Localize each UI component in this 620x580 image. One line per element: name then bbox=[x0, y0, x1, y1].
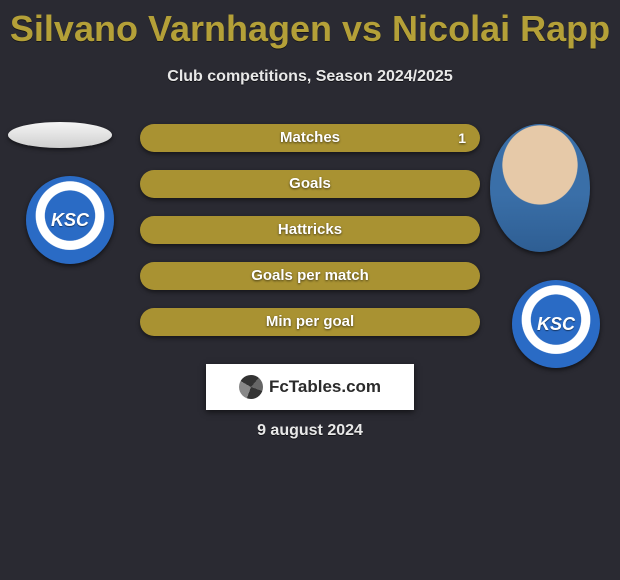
stat-label: Min per goal bbox=[140, 308, 480, 336]
club-right-abbrev: KSC bbox=[537, 314, 575, 335]
player-right-photo bbox=[490, 124, 590, 252]
stat-bar-goals-per-match: Goals per match bbox=[140, 262, 480, 290]
stat-bar-min-per-goal: Min per goal bbox=[140, 308, 480, 336]
stat-label: Goals per match bbox=[140, 262, 480, 290]
stat-label: Goals bbox=[140, 170, 480, 198]
stat-bar-matches: Matches 1 bbox=[140, 124, 480, 152]
comparison-subtitle: Club competitions, Season 2024/2025 bbox=[0, 68, 620, 86]
branding-badge: FcTables.com bbox=[206, 364, 414, 410]
player-right-club-badge: KSC bbox=[512, 280, 600, 368]
stat-bar-hattricks: Hattricks bbox=[140, 216, 480, 244]
branding-logo-icon bbox=[239, 375, 263, 399]
stat-value-right: 1 bbox=[458, 124, 466, 152]
comparison-title: Silvano Varnhagen vs Nicolai Rapp bbox=[0, 0, 620, 50]
stats-panel: Matches 1 Goals Hattricks Goals per matc… bbox=[140, 124, 480, 354]
club-left-abbrev: KSC bbox=[51, 210, 89, 231]
stat-bar-goals: Goals bbox=[140, 170, 480, 198]
snapshot-date: 9 august 2024 bbox=[0, 422, 620, 440]
player-left-photo bbox=[8, 122, 112, 148]
stat-label: Matches bbox=[140, 124, 480, 152]
player-left-club-badge: KSC bbox=[26, 176, 114, 264]
stat-label: Hattricks bbox=[140, 216, 480, 244]
branding-text: FcTables.com bbox=[269, 377, 381, 397]
